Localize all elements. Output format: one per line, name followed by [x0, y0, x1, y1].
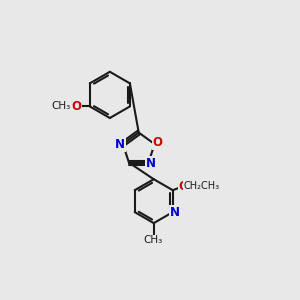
Text: O: O	[153, 136, 163, 149]
Text: O: O	[179, 179, 189, 193]
Text: CH₃: CH₃	[52, 101, 71, 112]
Text: O: O	[71, 100, 82, 113]
Text: CH₃: CH₃	[143, 235, 162, 245]
Text: N: N	[146, 157, 156, 169]
Text: CH₂CH₃: CH₂CH₃	[184, 181, 220, 191]
Text: N: N	[170, 206, 180, 219]
Text: N: N	[115, 138, 125, 151]
